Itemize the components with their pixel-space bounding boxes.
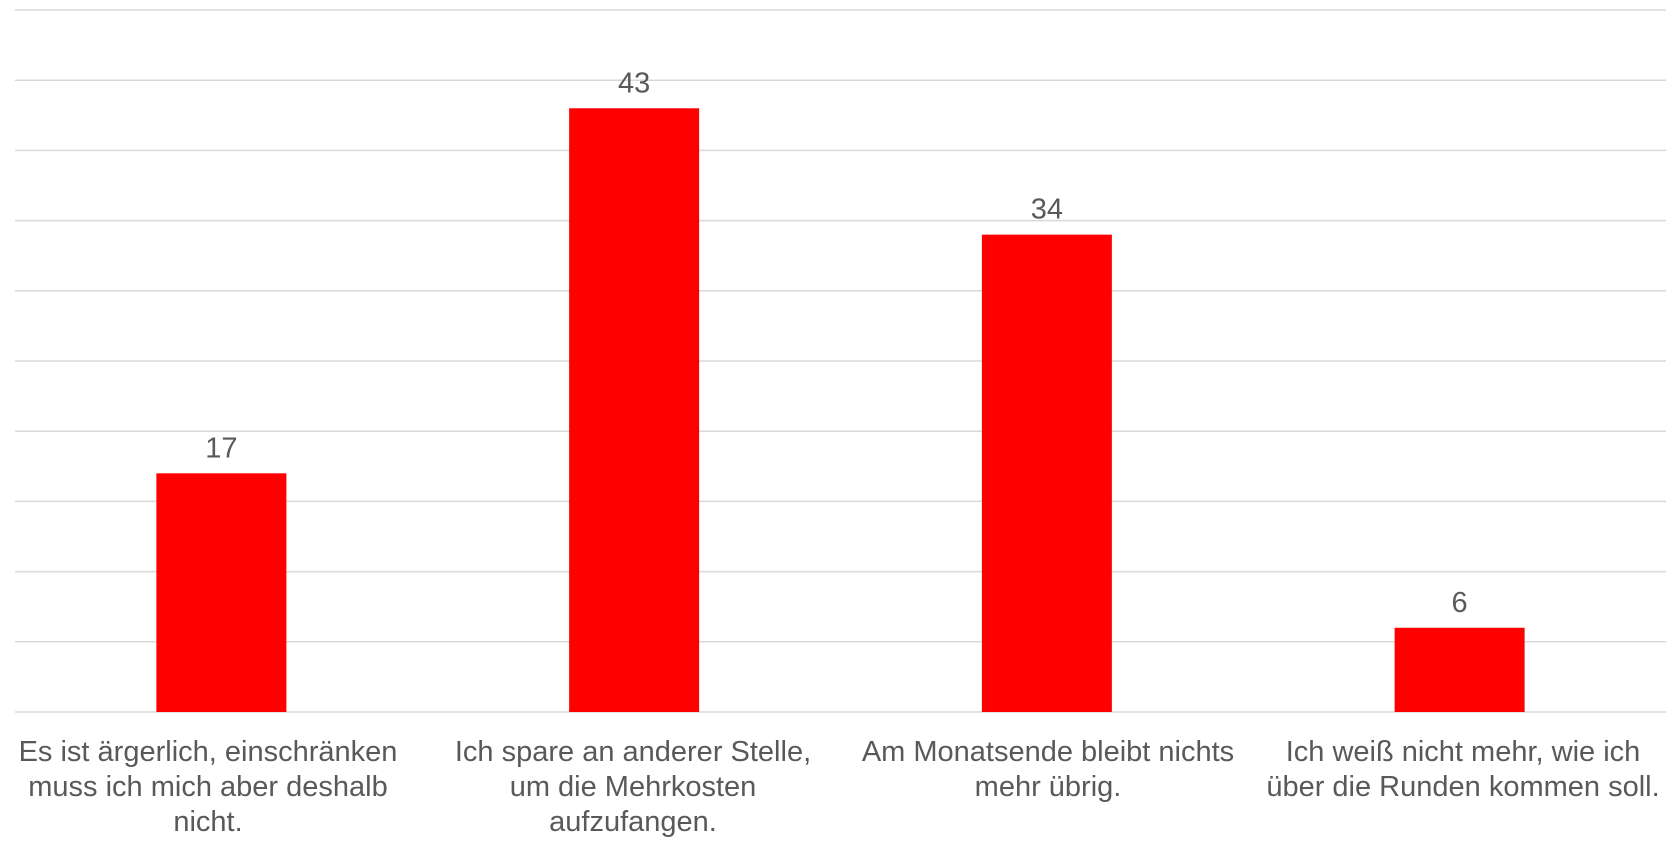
- category-label-4: Ich weiß nicht mehr, wie ich über die Ru…: [1266, 736, 1660, 803]
- data-label-3: 34: [1031, 194, 1063, 226]
- bar-3: [981, 234, 1112, 712]
- data-label-1: 17: [205, 432, 237, 464]
- data-label-2: 43: [618, 67, 650, 99]
- bars: [156, 108, 1525, 712]
- category-label-3: Am Monatsende bleibt nichts mehr übrig.: [861, 736, 1235, 803]
- gridlines: [15, 9, 1666, 713]
- bar-2: [569, 108, 700, 712]
- bar-1: [156, 473, 287, 712]
- bar-4: [1394, 627, 1525, 712]
- category-label-1: Es ist ärgerlich, einschränken muss ich …: [18, 736, 398, 838]
- category-label-2: Ich spare an anderer Stelle, um die Mehr…: [454, 736, 812, 838]
- data-label-4: 6: [1452, 587, 1468, 619]
- data-labels: 17 43 34 6: [205, 67, 1467, 618]
